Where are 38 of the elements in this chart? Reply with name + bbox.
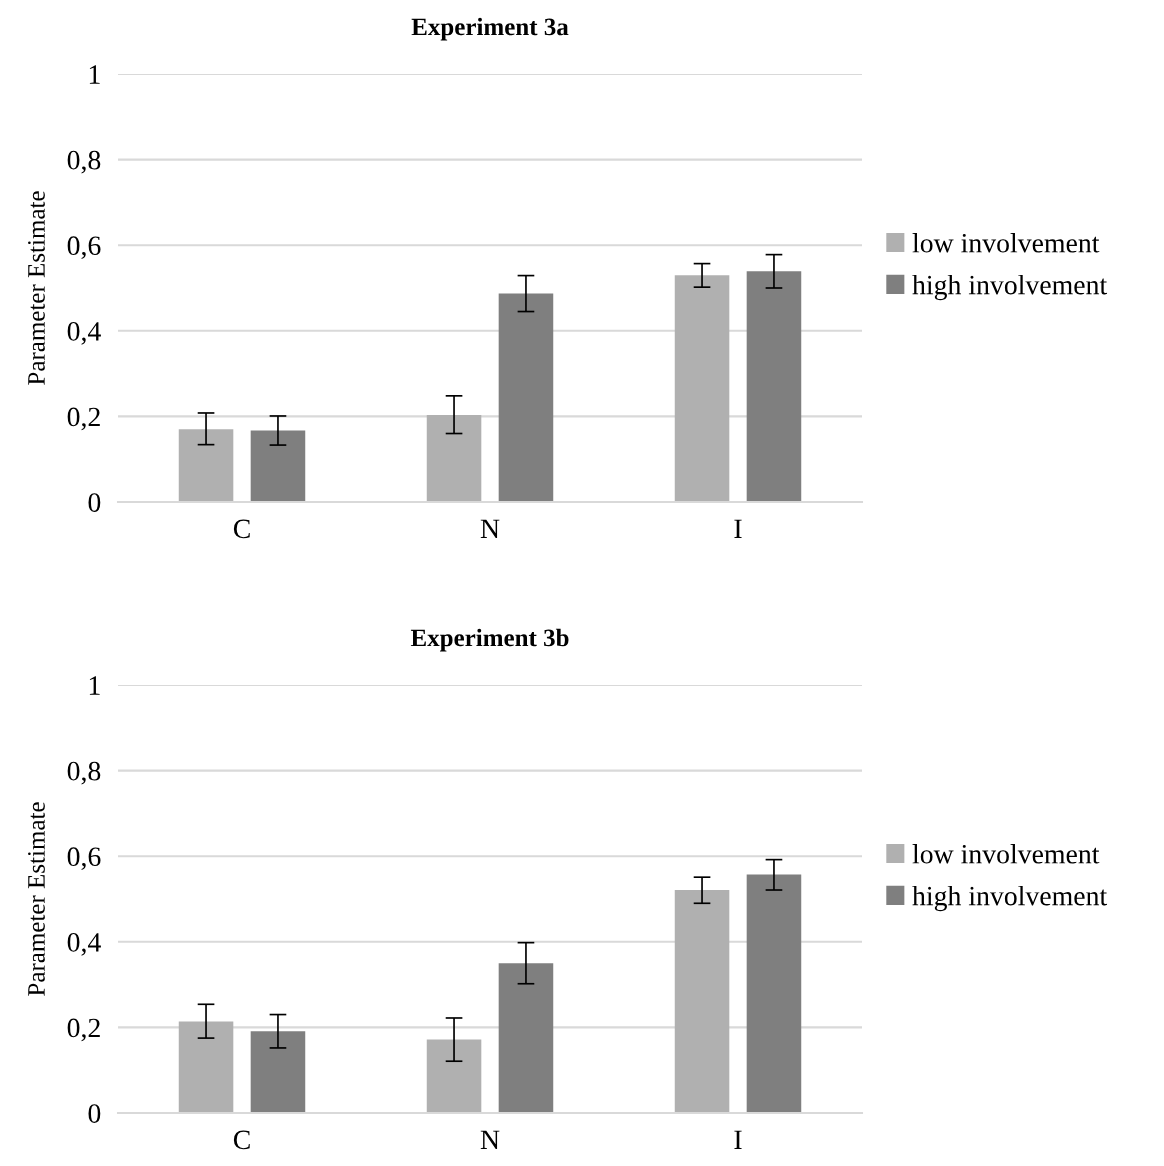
bar [674,275,730,502]
legend-label: low involvement [912,233,1100,253]
bar [746,271,802,502]
legend-label: high involvement [912,274,1108,301]
x-tick-label: I [734,519,742,538]
bar [498,963,554,1113]
y-tick-label: 0,2 [67,1018,100,1042]
x-tick-label: N [480,519,500,538]
y-tick-label: 0 [88,1104,101,1123]
y-tick-label: 0,6 [67,236,101,260]
y-tick-label: 0,2 [67,407,100,431]
y-tick-label: 0,8 [67,761,101,785]
y-tick-label: 1 [89,676,100,695]
bar [674,890,730,1113]
y-tick-label: 0 [88,493,101,512]
y-tick-label: 0,6 [67,847,101,871]
y-axis-title: Parameter Estimate [28,191,45,385]
y-tick-label: 1 [89,65,100,84]
bar [178,1021,234,1113]
bar [746,874,802,1113]
y-axis-title: Parameter Estimate [28,802,45,996]
bar [250,430,306,502]
bar [250,1031,306,1113]
bar [426,415,482,502]
bar [498,293,554,502]
legend-label: low involvement [912,844,1100,864]
x-tick-label: C [233,1130,250,1150]
bar [178,429,234,502]
x-tick-label: N [480,1130,500,1149]
y-tick-label: 0,4 [67,321,101,345]
chart-title: Experiment 3a [411,17,569,41]
legend-label: high involvement [912,885,1108,912]
y-tick-label: 0,8 [67,150,101,174]
chart-title: Experiment 3b [410,628,569,652]
x-tick-label: I [734,1130,742,1149]
bar [426,1039,482,1113]
x-tick-label: C [233,519,250,539]
y-tick-label: 0,4 [67,932,101,956]
